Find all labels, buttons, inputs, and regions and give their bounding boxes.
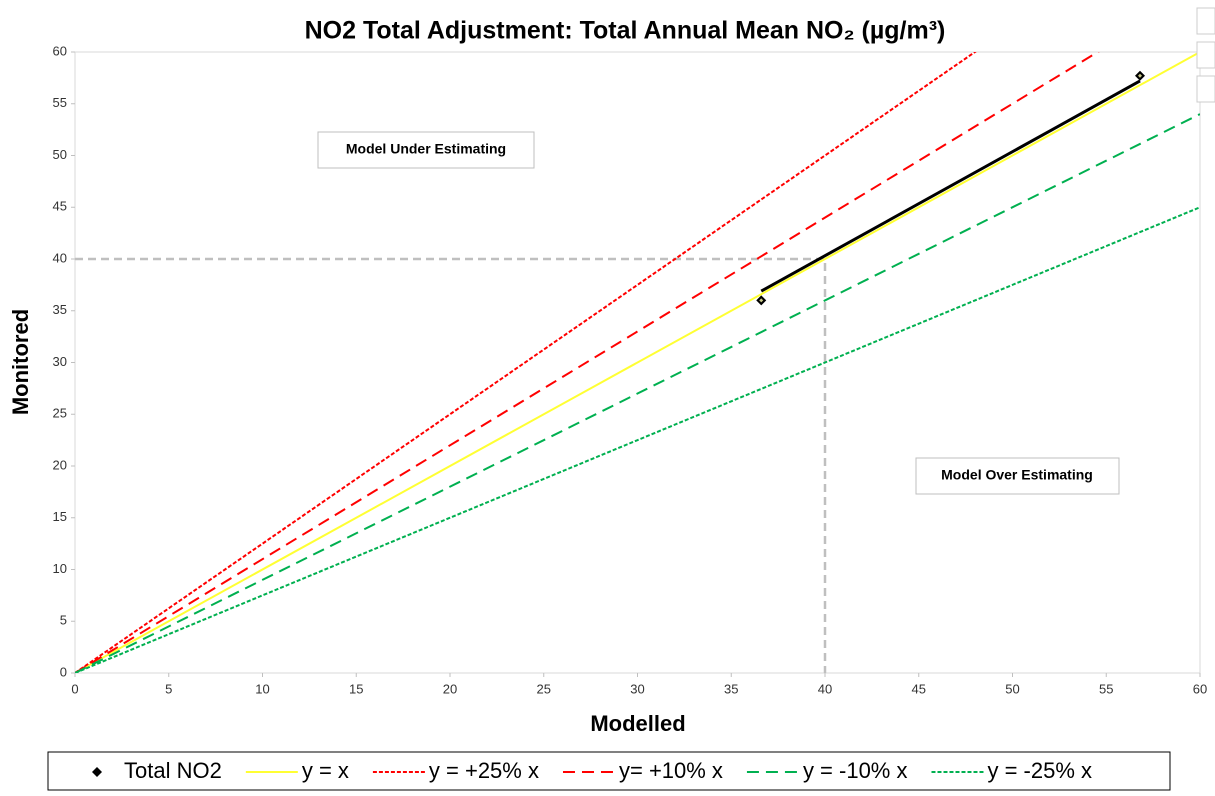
chart-button[interactable] bbox=[1196, 75, 1215, 103]
legend-label: y = -10% x bbox=[803, 758, 908, 783]
legend-marker bbox=[92, 767, 102, 777]
x-tick-label: 10 bbox=[255, 681, 269, 696]
annotation: Model Over Estimating bbox=[941, 467, 1093, 483]
y-tick-label: 45 bbox=[53, 199, 67, 214]
point-center bbox=[1138, 73, 1142, 78]
point-center bbox=[759, 298, 764, 303]
legend-label: y = -25% x bbox=[987, 758, 1092, 783]
legend-label: y = +25% x bbox=[429, 758, 539, 783]
chart-button[interactable] bbox=[1196, 41, 1215, 69]
y-tick-label: 55 bbox=[53, 95, 67, 110]
x-tick-label: 0 bbox=[71, 681, 78, 696]
legend-label: y= +10% x bbox=[619, 758, 723, 783]
y-tick-label: 15 bbox=[53, 509, 67, 524]
chart-button[interactable] bbox=[1196, 7, 1215, 35]
series-line bbox=[75, 52, 1200, 673]
x-tick-label: 50 bbox=[1005, 681, 1019, 696]
y-tick-label: 60 bbox=[53, 43, 67, 58]
x-tick-label: 55 bbox=[1099, 681, 1113, 696]
x-tick-label: 15 bbox=[349, 681, 363, 696]
plot bbox=[75, 52, 1200, 673]
x-tick-label: 35 bbox=[724, 681, 738, 696]
x-tick-label: 20 bbox=[443, 681, 457, 696]
y-tick-label: 5 bbox=[60, 613, 67, 628]
annotation-box bbox=[915, 457, 1120, 495]
annotation: Model Under Estimating bbox=[346, 141, 506, 157]
annotation-box bbox=[317, 131, 535, 169]
x-tick-label: 45 bbox=[912, 681, 926, 696]
y-tick-label: 20 bbox=[53, 457, 67, 472]
trendline bbox=[760, 79, 1141, 293]
series-line bbox=[75, 113, 1200, 673]
legend: Total NO2 y = x y = +25% x y= +10% x y = -10… bbox=[92, 758, 1092, 783]
legend-label: Total NO2 bbox=[124, 758, 222, 783]
series-line bbox=[75, 52, 1100, 673]
x-tick-label: 30 bbox=[630, 681, 644, 696]
series-line bbox=[75, 206, 1200, 673]
chart-title: NO2 Total Adjustment: Total Annual Mean … bbox=[305, 17, 946, 45]
x-tick-label: 25 bbox=[537, 681, 551, 696]
x-axis-label: Modelled bbox=[590, 711, 685, 736]
y-tick-label: 30 bbox=[53, 354, 67, 369]
y-tick-label: 35 bbox=[53, 302, 67, 317]
y-tick-label: 25 bbox=[53, 406, 67, 421]
reference-line bbox=[75, 257, 827, 673]
x-tick-label: 5 bbox=[165, 681, 172, 696]
series-line bbox=[75, 52, 977, 673]
x-tick-label: 40 bbox=[818, 681, 832, 696]
y-tick-label: 0 bbox=[60, 664, 67, 679]
legend-label: y = x bbox=[302, 758, 349, 783]
y-axis-label: Monitored bbox=[8, 309, 33, 415]
y-tick-label: 50 bbox=[53, 147, 67, 162]
y-tick-label: 40 bbox=[53, 250, 67, 265]
x-tick-label: 60 bbox=[1193, 681, 1207, 696]
y-tick-label: 10 bbox=[53, 561, 67, 576]
